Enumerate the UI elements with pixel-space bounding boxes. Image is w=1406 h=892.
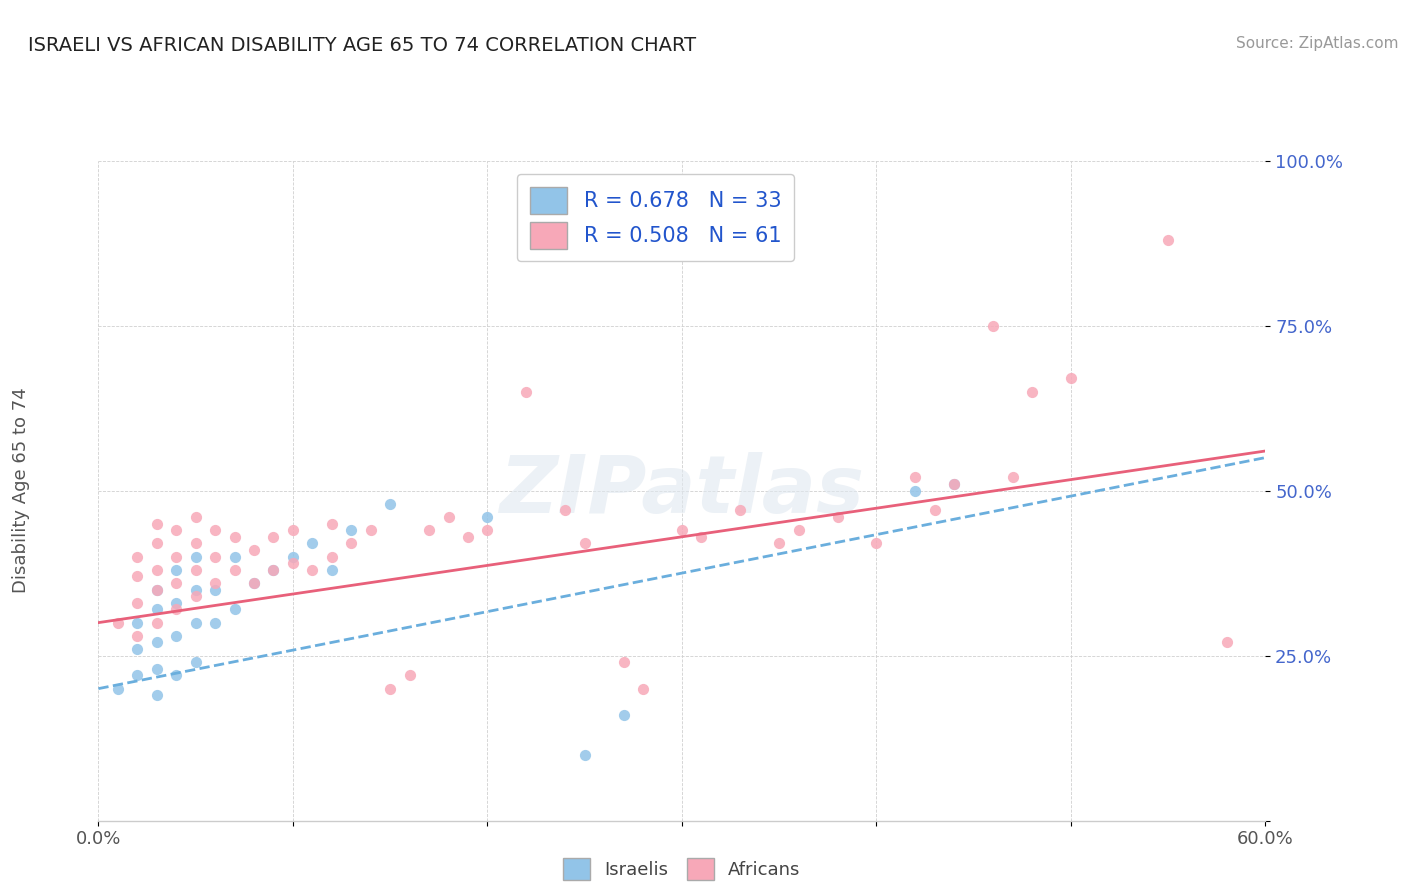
Point (378, 497, 402, 511)
Point (554, 503, 576, 517)
Legend: Israelis, Africans: Israelis, Africans (555, 851, 808, 888)
Point (204, 549, 226, 564)
Point (204, 615, 226, 630)
Point (204, 582, 226, 597)
Point (184, 563, 207, 577)
Point (146, 516, 169, 531)
Point (1060, 371, 1083, 385)
Point (671, 523, 693, 537)
Point (943, 477, 966, 491)
Point (127, 668, 149, 682)
Point (184, 655, 207, 669)
Point (1215, 635, 1237, 649)
Point (865, 536, 887, 550)
Point (418, 523, 440, 537)
Point (243, 576, 266, 591)
Point (165, 596, 187, 610)
Point (924, 503, 946, 517)
Point (262, 530, 284, 544)
Point (1001, 470, 1024, 484)
Point (224, 563, 246, 577)
Point (574, 536, 596, 550)
Point (127, 629, 149, 643)
Point (146, 582, 169, 597)
Point (281, 549, 304, 564)
Point (243, 576, 266, 591)
Point (262, 563, 284, 577)
Point (437, 510, 460, 524)
Point (515, 384, 537, 399)
Point (340, 536, 363, 550)
Point (360, 523, 382, 537)
Point (165, 576, 187, 591)
Point (981, 318, 1004, 333)
Point (321, 563, 343, 577)
Point (574, 747, 596, 762)
Point (301, 563, 323, 577)
Point (146, 688, 169, 702)
Text: ZIPatlas: ZIPatlas (499, 451, 865, 530)
Point (398, 668, 420, 682)
Point (904, 483, 927, 498)
Point (262, 563, 284, 577)
Point (146, 536, 169, 550)
Text: ISRAELI VS AFRICAN DISABILITY AGE 65 TO 74 CORRELATION CHART: ISRAELI VS AFRICAN DISABILITY AGE 65 TO … (28, 36, 696, 54)
Point (184, 615, 207, 630)
Point (127, 642, 149, 657)
Point (730, 503, 752, 517)
Point (477, 510, 499, 524)
Text: Source: ZipAtlas.com: Source: ZipAtlas.com (1236, 36, 1399, 51)
Point (477, 523, 499, 537)
Point (165, 523, 187, 537)
Point (165, 602, 187, 616)
Point (301, 536, 323, 550)
Point (612, 708, 634, 723)
Text: Disability Age 65 to 74: Disability Age 65 to 74 (13, 388, 30, 593)
Point (827, 510, 849, 524)
Point (224, 602, 246, 616)
Point (631, 681, 654, 696)
Point (107, 681, 129, 696)
Point (107, 615, 129, 630)
Point (184, 510, 207, 524)
Point (690, 530, 713, 544)
Point (184, 582, 207, 597)
Point (612, 655, 634, 669)
Point (127, 615, 149, 630)
Point (165, 668, 187, 682)
Point (1157, 233, 1180, 247)
Point (943, 477, 966, 491)
Point (184, 536, 207, 550)
Point (165, 629, 187, 643)
Point (184, 589, 207, 603)
Point (321, 516, 343, 531)
Point (281, 556, 304, 570)
Point (165, 563, 187, 577)
Point (146, 602, 169, 616)
Point (127, 596, 149, 610)
Point (281, 523, 304, 537)
Point (184, 549, 207, 564)
Point (146, 563, 169, 577)
Point (146, 635, 169, 649)
Point (224, 549, 246, 564)
Point (457, 530, 479, 544)
Point (127, 549, 149, 564)
Point (321, 549, 343, 564)
Point (787, 523, 810, 537)
Point (224, 530, 246, 544)
Point (243, 543, 266, 558)
Point (146, 615, 169, 630)
Point (378, 681, 402, 696)
Point (904, 470, 927, 484)
Point (204, 523, 226, 537)
Point (146, 582, 169, 597)
Point (165, 549, 187, 564)
Point (1021, 384, 1043, 399)
Point (768, 536, 790, 550)
Point (340, 523, 363, 537)
Point (204, 576, 226, 591)
Point (146, 662, 169, 676)
Point (127, 569, 149, 583)
